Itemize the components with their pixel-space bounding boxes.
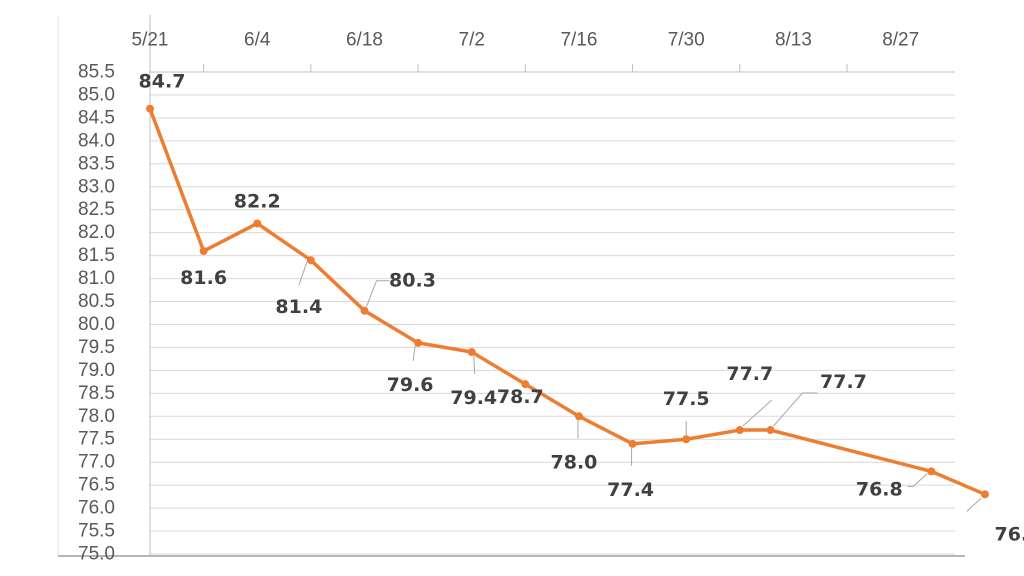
grid-lines bbox=[150, 71, 955, 555]
x-tick-label: 7/16 bbox=[560, 30, 597, 51]
y-tick-label: 76.0 bbox=[78, 498, 115, 519]
y-tick-label: 85.5 bbox=[78, 62, 115, 83]
label-leader-line bbox=[298, 262, 308, 286]
y-tick-label: 82.5 bbox=[78, 199, 115, 220]
y-tick-label: 81.5 bbox=[78, 245, 115, 266]
data-point bbox=[199, 247, 208, 256]
data-label: 81.4 bbox=[275, 296, 322, 318]
y-tick-label: 83.5 bbox=[78, 153, 115, 174]
label-leader-line bbox=[907, 473, 928, 487]
label-leader-line bbox=[366, 280, 390, 307]
y-tick-label: 79.0 bbox=[78, 360, 115, 381]
data-label: 78.7 bbox=[497, 386, 544, 408]
y-tick-label: 76.5 bbox=[78, 475, 115, 496]
y-tick-label: 85.0 bbox=[78, 84, 115, 105]
data-point bbox=[766, 426, 775, 435]
y-tick-label: 79.5 bbox=[78, 337, 115, 358]
x-tick-label: 8/13 bbox=[775, 30, 812, 51]
y-tick-label: 83.0 bbox=[78, 176, 115, 197]
data-label: 76.8 bbox=[856, 478, 903, 500]
y-tick-label: 80.0 bbox=[78, 314, 115, 335]
data-label: 76.3 bbox=[994, 523, 1024, 545]
y-axis-tick-labels: 75.075.576.076.577.077.578.078.579.079.5… bbox=[78, 62, 115, 565]
data-label: 79.4 bbox=[450, 387, 497, 409]
data-point bbox=[360, 306, 369, 315]
data-label: 77.4 bbox=[607, 479, 654, 501]
y-tick-label: 75.5 bbox=[78, 521, 115, 542]
data-point bbox=[574, 412, 583, 421]
data-label: 77.7 bbox=[820, 371, 867, 393]
data-point bbox=[467, 348, 476, 357]
label-leader-line bbox=[966, 497, 982, 512]
x-tick-label: 5/21 bbox=[132, 30, 169, 51]
data-point bbox=[980, 490, 989, 499]
data-label: 84.7 bbox=[139, 71, 186, 93]
data-point bbox=[306, 256, 315, 265]
data-point bbox=[146, 104, 154, 113]
y-tick-label: 81.0 bbox=[78, 268, 115, 289]
label-leader-line bbox=[773, 392, 818, 427]
y-tick-label: 84.5 bbox=[78, 107, 115, 128]
axes bbox=[57, 15, 965, 557]
y-tick-label: 78.0 bbox=[78, 406, 115, 427]
data-point bbox=[735, 426, 744, 435]
label-leader-line bbox=[742, 399, 773, 427]
data-point bbox=[682, 435, 691, 444]
x-tick-label: 7/2 bbox=[459, 30, 485, 51]
data-label: 77.5 bbox=[663, 388, 710, 410]
y-tick-label: 77.0 bbox=[78, 452, 115, 473]
x-tick-label: 6/4 bbox=[244, 30, 271, 51]
x-tick-label: 6/18 bbox=[346, 30, 383, 51]
x-axis-tick-labels: 5/21 6/4 6/18 7/2 7/16 7/30 8/13 8/27 bbox=[132, 30, 920, 51]
data-label: 77.7 bbox=[726, 363, 773, 385]
y-tick-label: 80.5 bbox=[78, 291, 115, 312]
data-label: 78.0 bbox=[551, 451, 598, 473]
data-label: 81.6 bbox=[180, 267, 227, 289]
data-points bbox=[146, 104, 989, 499]
data-label: 79.6 bbox=[387, 374, 434, 396]
data-point bbox=[927, 467, 936, 476]
x-tick-label: 8/27 bbox=[882, 30, 919, 51]
x-tick-label: 7/30 bbox=[668, 30, 705, 51]
label-leader-line bbox=[473, 355, 476, 375]
data-label: 82.2 bbox=[234, 190, 281, 212]
data-point bbox=[521, 380, 530, 389]
data-labels: 84.7 81.6 82.2 81.4 80.3 79.6 79.4 78.7 78.0 77.4… bbox=[139, 71, 1024, 546]
label-leader-line bbox=[412, 345, 416, 361]
y-tick-label: 78.5 bbox=[78, 383, 115, 404]
data-point bbox=[414, 338, 423, 347]
data-point bbox=[253, 219, 262, 228]
label-leader-lines bbox=[298, 262, 982, 512]
y-tick-label: 77.5 bbox=[78, 429, 115, 450]
y-tick-label: 84.0 bbox=[78, 130, 115, 151]
y-tick-label: 82.0 bbox=[78, 222, 115, 243]
data-point bbox=[628, 439, 637, 448]
y-tick-label: 75.0 bbox=[78, 544, 115, 565]
data-label: 80.3 bbox=[389, 270, 436, 292]
